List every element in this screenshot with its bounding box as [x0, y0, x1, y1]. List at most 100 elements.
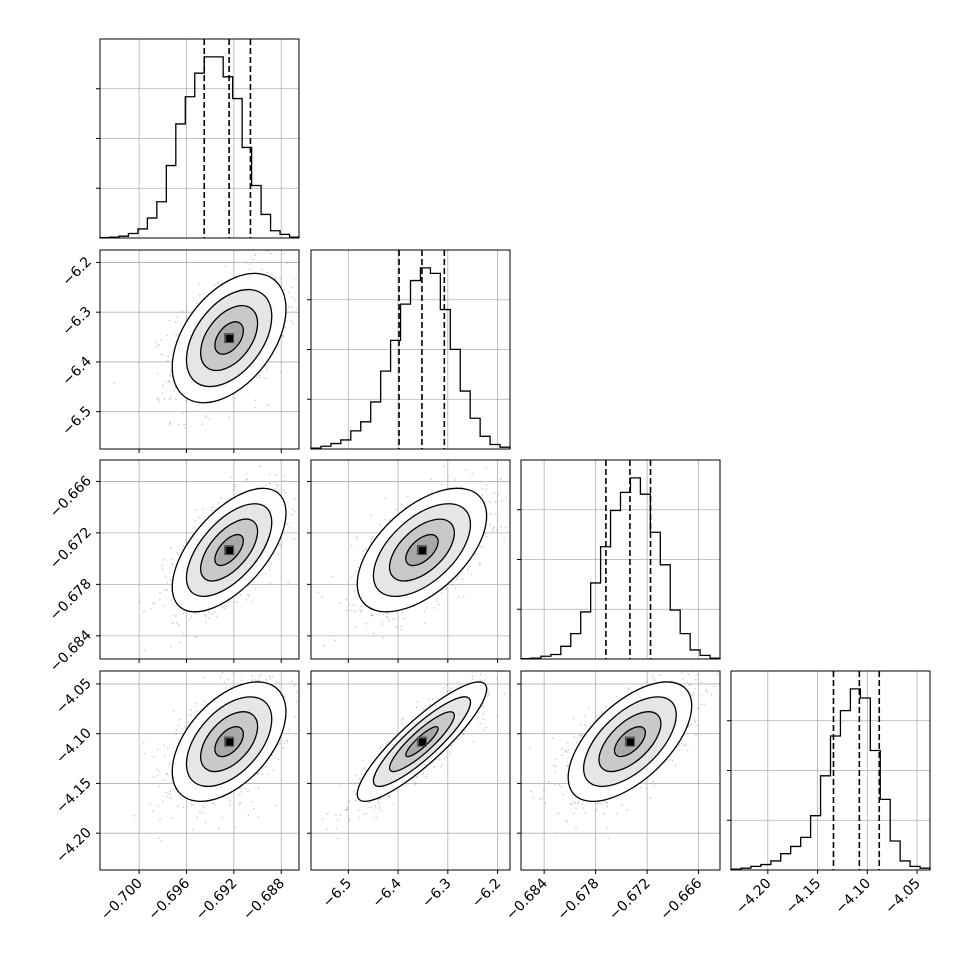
sample-point [292, 323, 294, 325]
sample-point [375, 817, 378, 819]
sample-point [175, 334, 177, 337]
sample-point [249, 263, 252, 266]
sample-point [300, 732, 302, 734]
sample-point [538, 431, 540, 433]
sample-point [158, 770, 161, 773]
sample-point [194, 519, 197, 522]
sample-point [239, 594, 242, 597]
sample-point [225, 605, 228, 608]
sample-point [162, 384, 164, 387]
sample-point [161, 391, 164, 394]
sample-point [571, 803, 573, 806]
sample-point [174, 320, 177, 323]
sample-point [259, 465, 261, 468]
sample-point [393, 802, 395, 805]
sample-point [269, 252, 272, 255]
sample-point [284, 474, 286, 477]
sample-point [279, 277, 282, 279]
sample-point [283, 741, 286, 744]
sample-point [281, 334, 284, 337]
sample-point [399, 628, 402, 631]
sample-point [651, 649, 653, 651]
sample-point [382, 636, 385, 639]
sample-point [273, 553, 276, 556]
sample-point [372, 632, 375, 635]
sample-point [511, 487, 513, 489]
sample-point [451, 584, 454, 587]
sample-point [363, 767, 365, 769]
sample-point [370, 537, 373, 540]
sample-point [220, 605, 223, 608]
sample-point [357, 809, 360, 812]
sample-point [441, 591, 443, 594]
sample-point [414, 782, 417, 784]
sample-point [247, 790, 250, 793]
sample-point [354, 799, 357, 802]
sample-point [212, 697, 215, 700]
sample-point [144, 649, 146, 652]
sample-point [445, 588, 448, 590]
sample-point [268, 274, 271, 276]
sample-point [296, 308, 298, 310]
sample-point [464, 452, 466, 454]
sample-point [435, 597, 438, 600]
sample-point [190, 709, 193, 711]
sample-point [161, 568, 164, 571]
sample-point [532, 796, 535, 799]
sample-point [254, 399, 257, 402]
sample-point [163, 778, 166, 781]
sample-point [693, 721, 696, 724]
sample-point [547, 781, 550, 783]
sample-point [335, 814, 337, 817]
sample-point [250, 600, 253, 603]
sample-point [205, 615, 207, 617]
sample-point [567, 749, 570, 751]
sample-point [653, 679, 656, 682]
sample-point [171, 558, 174, 561]
sample-point [352, 603, 355, 606]
sample-point [359, 777, 361, 780]
sample-point [271, 675, 274, 678]
sample-point [222, 606, 224, 609]
sample-point [253, 254, 256, 257]
sample-point [217, 827, 220, 830]
sample-point [252, 259, 255, 261]
sample-point [493, 525, 496, 528]
sample-point [183, 426, 186, 429]
sample-point [225, 687, 228, 689]
sample-point [454, 587, 457, 589]
histogram-3 [730, 688, 931, 870]
sample-point [457, 680, 460, 683]
sample-point [169, 790, 171, 793]
sample-point [253, 662, 255, 664]
sample-point [283, 695, 286, 698]
sample-point [422, 708, 425, 711]
sample-point [257, 816, 260, 819]
sample-point [267, 773, 270, 776]
histogram-1 [310, 267, 511, 449]
panel-frame-2 [310, 459, 511, 660]
histogram-0 [99, 56, 300, 239]
sample-point [240, 790, 243, 793]
sample-point [471, 678, 474, 681]
sample-point [339, 784, 341, 787]
sample-point [416, 700, 419, 703]
sample-point [238, 802, 241, 805]
sample-point [221, 671, 224, 674]
sample-point [450, 744, 453, 747]
sample-point [691, 694, 693, 697]
sample-point [211, 506, 214, 509]
sample-point [295, 700, 298, 703]
sample-point [166, 581, 168, 584]
sample-point [155, 341, 157, 344]
sample-point [168, 423, 171, 426]
sample-point [339, 602, 342, 605]
sample-point [172, 389, 175, 392]
sample-point [596, 808, 598, 811]
sample-point [384, 518, 387, 521]
sample-point [259, 376, 261, 379]
sample-point [261, 268, 264, 271]
sample-point [166, 334, 169, 337]
sample-point [158, 343, 160, 346]
sample-point [444, 756, 447, 759]
